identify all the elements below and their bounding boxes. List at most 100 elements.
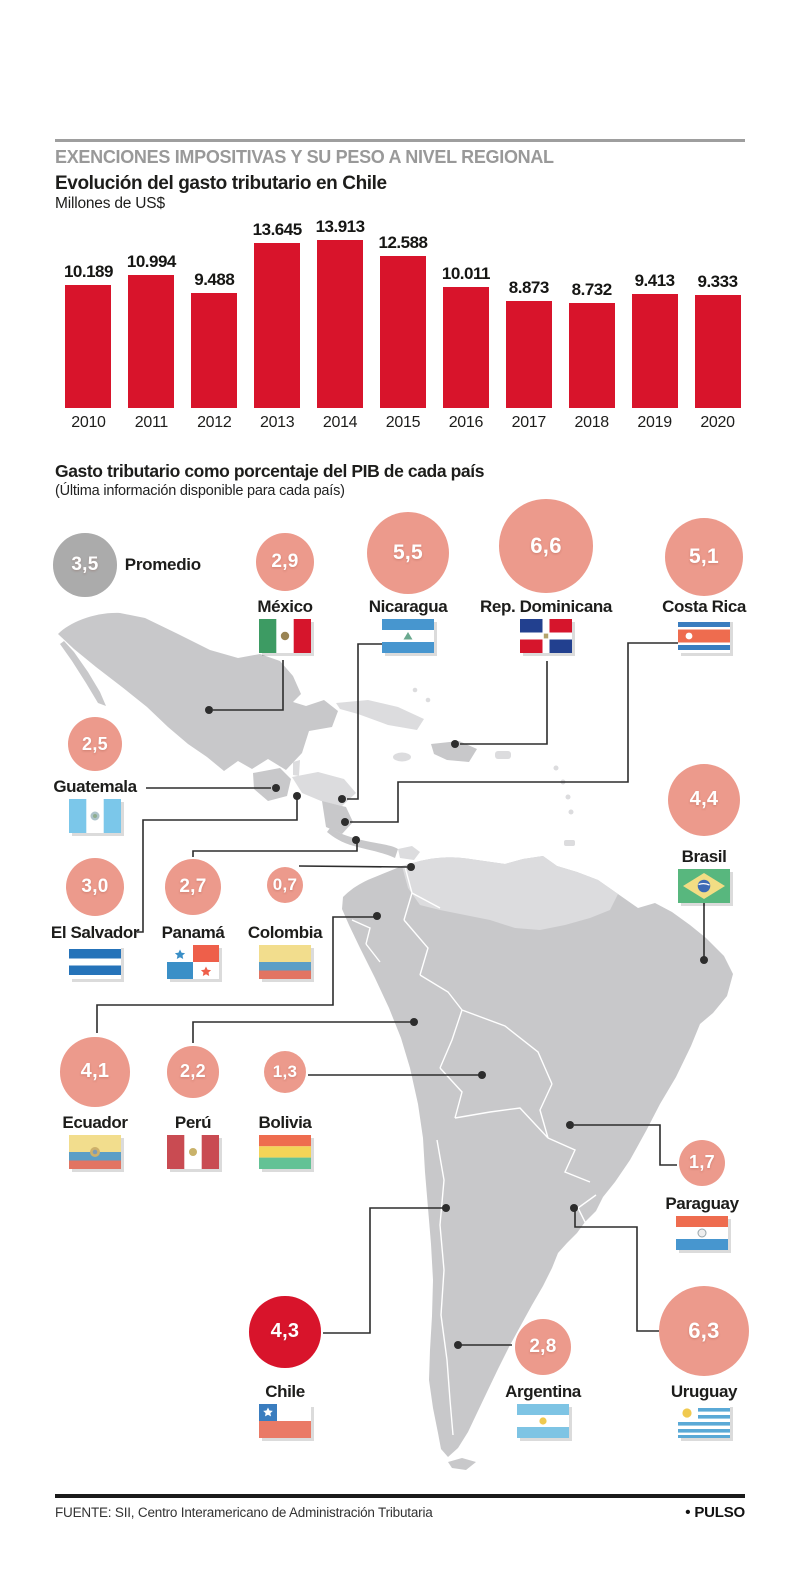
country-bubble-nicaragua: 5,5 <box>366 511 450 595</box>
country-bubble-guatemala: 2,5 <box>68 717 122 771</box>
average-bubble: 3,5 <box>53 533 117 597</box>
connector-lines <box>96 642 705 1346</box>
footer-source: FUENTE: SII, Centro Interamericano de Ad… <box>55 1505 433 1520</box>
flag-mexico-icon <box>259 619 311 653</box>
bar-column-2019: 9.413 2019 <box>623 232 686 432</box>
flag-costarica-icon <box>678 619 730 653</box>
country-bubble-guatemala-value: 2,5 <box>82 733 108 754</box>
bar-column-2011: 10.994 2011 <box>120 232 183 432</box>
country-label-brasil: Brasil <box>681 847 727 866</box>
bar-year-2011: 2011 <box>134 414 169 431</box>
bar-2010 <box>65 285 112 408</box>
country-bubble-chile-value: 4,3 <box>270 1320 300 1343</box>
country-label-argentina: Argentina <box>505 1382 581 1401</box>
country-bubble-dominicana: 6,6 <box>499 499 593 593</box>
country-label-paraguay: Paraguay <box>665 1194 739 1213</box>
country-bubble-nicaragua-value: 5,5 <box>392 540 424 564</box>
flag-nicaragua-icon <box>382 619 434 653</box>
country-bubble-argentina-value: 2,8 <box>529 1335 557 1357</box>
bar-2019 <box>631 294 678 408</box>
bar-value-2013: 13.645 <box>252 220 303 239</box>
map-anchor-dots <box>205 706 708 1349</box>
country-label-mexico: México <box>257 597 313 616</box>
bar-year-2017: 2017 <box>511 414 547 431</box>
bar-year-2010: 2010 <box>71 414 106 431</box>
bar-value-2016: 10.011 <box>441 264 491 283</box>
bar-year-2020: 2020 <box>700 414 735 431</box>
footer-brand: • PULSO <box>685 1504 745 1521</box>
country-label-nicaragua: Nicaragua <box>368 597 448 616</box>
country-bubble-colombia: 0,7 <box>266 866 304 904</box>
country-bubble-panama-value: 2,7 <box>179 875 207 897</box>
country-label-chile: Chile <box>265 1382 305 1401</box>
country-bubble-colombia-value: 0,7 <box>272 874 298 894</box>
country-label-colombia: Colombia <box>247 923 323 942</box>
bar-year-2018: 2018 <box>574 414 610 431</box>
country-bubble-mexico: 2,9 <box>256 533 314 591</box>
bar-column-2017: 8.873 2017 <box>497 232 560 432</box>
bar-2017 <box>505 301 552 408</box>
flag-uruguay-icon <box>678 1404 730 1438</box>
country-bubble-mexico-value: 2,9 <box>271 550 299 572</box>
bar-value-2011: 10.994 <box>126 252 177 271</box>
bar-2016 <box>442 287 489 408</box>
country-label-guatemala: Guatemala <box>53 777 137 796</box>
section-title: EXENCIONES IMPOSITIVAS Y SU PESO A NIVEL… <box>55 147 554 167</box>
country-label-ecuador: Ecuador <box>62 1113 128 1132</box>
country-bubble-costarica: 5,1 <box>664 517 744 597</box>
bar-column-2020: 9.333 2020 <box>686 232 749 432</box>
country-label-uruguay: Uruguay <box>670 1382 738 1401</box>
map-landmass <box>58 612 733 1470</box>
country-label-bolivia: Bolivia <box>258 1113 312 1132</box>
bar-column-2016: 10.011 2016 <box>434 232 497 432</box>
top-divider <box>55 139 745 142</box>
bar-value-2012: 9.488 <box>194 270 235 289</box>
bar-2013 <box>254 243 301 408</box>
map-title: Gasto tributario como porcentaje del PIB… <box>55 461 485 481</box>
country-bubble-paraguay-value: 1,7 <box>689 1152 715 1173</box>
country-bubble-bolivia-value: 1,3 <box>272 1061 298 1081</box>
flag-chile-icon <box>259 1404 311 1438</box>
country-bubble-brasil: 4,4 <box>667 763 741 837</box>
bar-value-2014: 13.913 <box>315 217 366 236</box>
average-label: Promedio <box>124 555 201 574</box>
bar-year-2015: 2015 <box>385 414 421 431</box>
flag-colombia-icon <box>259 945 311 979</box>
country-bubble-ecuador-value: 4,1 <box>80 1060 110 1083</box>
bar-year-2014: 2014 <box>322 414 358 431</box>
country-bubble-elsalvador: 3,0 <box>65 857 125 917</box>
flag-bolivia-icon <box>259 1135 311 1169</box>
country-label-costarica: Costa Rica <box>662 597 746 616</box>
bar-year-2012: 2012 <box>197 414 232 431</box>
bar-column-2018: 8.732 2018 <box>560 232 623 432</box>
country-bubble-elsalvador-value: 3,0 <box>81 875 109 897</box>
bar-year-2019: 2019 <box>637 414 672 431</box>
bar-column-2012: 9.488 2012 <box>183 232 246 432</box>
country-label-panama: Panamá <box>161 923 225 942</box>
bar-value-2019: 9.413 <box>634 271 676 290</box>
bar-column-2014: 13.913 2014 <box>309 217 372 432</box>
bar-2015 <box>379 256 426 408</box>
country-bubble-bolivia: 1,3 <box>263 1050 307 1094</box>
flag-paraguay-icon <box>676 1216 728 1250</box>
bar-2011 <box>128 275 175 408</box>
flag-dominicana-icon <box>520 619 572 653</box>
country-label-dominicana: Rep. Dominicana <box>480 597 612 616</box>
country-bubble-uruguay: 6,3 <box>658 1285 750 1377</box>
country-label-peru: Perú <box>174 1113 212 1132</box>
flag-elsalvador-icon <box>69 945 121 979</box>
average-bubble-value: 3,5 <box>71 553 99 575</box>
bar-column-2010: 10.189 2010 <box>57 232 120 432</box>
country-bubble-dominicana-value: 6,6 <box>530 532 562 558</box>
flag-panama-icon <box>167 945 219 979</box>
flag-peru-icon <box>167 1135 219 1169</box>
country-bubble-peru-value: 2,2 <box>180 1061 206 1082</box>
bar-value-2020: 9.333 <box>697 272 738 291</box>
bar-2014 <box>317 240 364 408</box>
country-bubble-peru: 2,2 <box>167 1046 219 1098</box>
country-bubble-costarica-value: 5,1 <box>688 544 720 568</box>
bar-column-2015: 12.588 2015 <box>372 232 435 432</box>
country-bubble-argentina: 2,8 <box>514 1318 572 1376</box>
bar-chart-unit: Millones de US$ <box>55 195 165 212</box>
